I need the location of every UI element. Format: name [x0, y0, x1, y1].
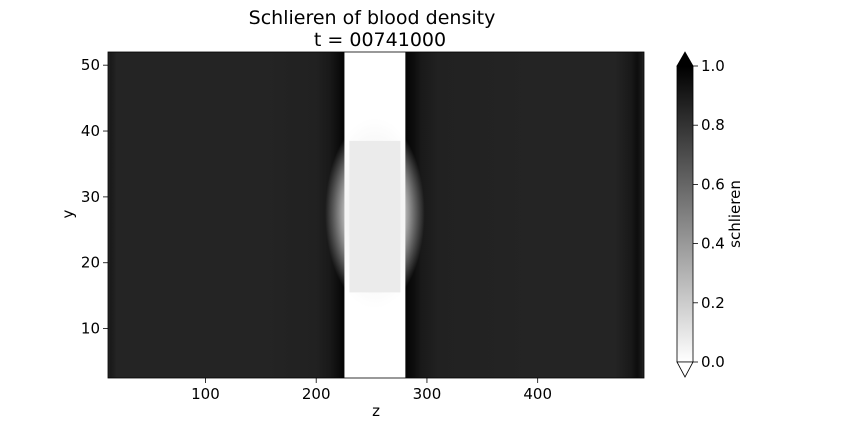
- x-tick-label: 300: [413, 385, 442, 403]
- colorbar-tick-label: 1.0: [701, 57, 725, 75]
- colorbar-tick-label: 0.0: [701, 353, 725, 371]
- heatmap-inner-block: [349, 140, 401, 293]
- plot-frame: [107, 51, 645, 379]
- y-tick-label: 10: [81, 320, 100, 338]
- colorbar: 0.0 0.2 0.4 0.6 0.8 1.0 schlieren: [676, 51, 744, 378]
- colorbar-extend-bottom: [676, 361, 694, 378]
- x-tick-label: 200: [302, 385, 331, 403]
- colorbar-extend-top: [676, 51, 694, 67]
- chart-title-line1: Schlieren of blood density: [249, 7, 496, 29]
- x-tick-label: 400: [523, 385, 552, 403]
- y-tick-label: 30: [81, 188, 100, 206]
- colorbar-label: schlieren: [726, 180, 744, 248]
- colorbar-tick-label: 0.2: [701, 294, 725, 312]
- colorbar-tick-label: 0.6: [701, 175, 725, 193]
- colorbar-tick-label: 0.4: [701, 235, 725, 253]
- y-axis-label: y: [59, 209, 77, 218]
- y-tick-label: 40: [81, 122, 100, 140]
- chart-title-line2: t = 00741000: [314, 29, 446, 51]
- y-axis: 10 20 30 40 50: [81, 56, 108, 338]
- colorbar-axis: 0.0 0.2 0.4 0.6 0.8 1.0: [693, 57, 725, 371]
- colorbar-fill: [676, 65, 694, 363]
- y-tick-label: 20: [81, 254, 100, 272]
- x-axis: 100 200 300 400: [191, 378, 552, 403]
- x-tick-label: 100: [191, 385, 220, 403]
- x-axis-label: z: [372, 402, 380, 420]
- y-tick-label: 50: [81, 56, 100, 74]
- plot-area: [108, 52, 644, 378]
- colorbar-tick-label: 0.8: [701, 116, 725, 134]
